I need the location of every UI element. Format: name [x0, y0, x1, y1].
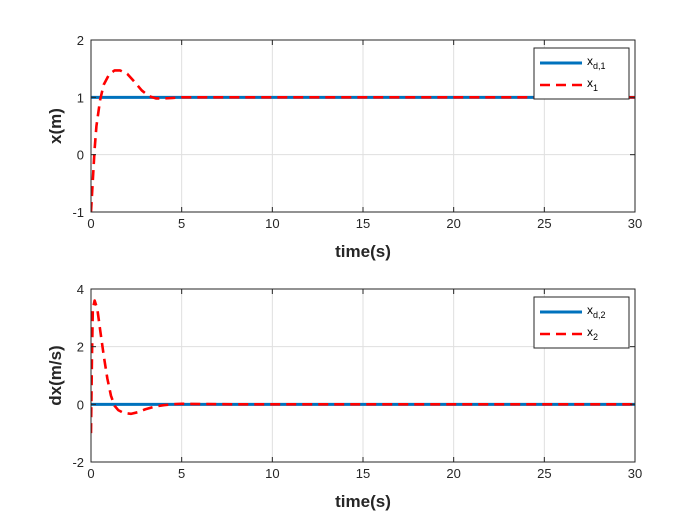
x-axis-label: time(s): [335, 492, 391, 511]
legend-label-base: x: [587, 54, 593, 68]
y-tick-label: 2: [77, 33, 84, 48]
legend-label-subscript: 2: [593, 332, 598, 342]
x-tick-label: 15: [356, 216, 370, 231]
x-tick-label: 5: [178, 466, 185, 481]
x-tick-label: 20: [446, 466, 460, 481]
legend-label-subscript: d,1: [593, 61, 606, 71]
x-tick-label: 30: [628, 216, 642, 231]
legend-label-subscript: 1: [593, 83, 598, 93]
x-tick-label: 10: [265, 216, 279, 231]
y-tick-label: 2: [77, 340, 84, 355]
series-line-x-1: [91, 69, 635, 213]
x-tick-label: 25: [537, 466, 551, 481]
x-tick-label: 0: [87, 466, 94, 481]
y-tick-label: 1: [77, 90, 84, 105]
x-tick-label: 5: [178, 216, 185, 231]
legend-label: x1: [587, 76, 598, 93]
y-axis-label: x(m): [46, 108, 65, 144]
legend-label: x2: [587, 325, 598, 342]
x-tick-label: 30: [628, 466, 642, 481]
legend-label: xd,2: [587, 303, 606, 320]
legend-label-base: x: [587, 325, 593, 339]
legend-label: xd,1: [587, 54, 606, 71]
legend-label-base: x: [587, 303, 593, 317]
y-tick-label: 4: [77, 282, 84, 297]
x-tick-label: 15: [356, 466, 370, 481]
x-tick-label: 20: [446, 216, 460, 231]
y-tick-label: -2: [72, 455, 84, 470]
y-axis-label: dx(m/s): [46, 345, 65, 405]
x-tick-label: 10: [265, 466, 279, 481]
y-tick-label: 0: [77, 148, 84, 163]
legend-label-subscript: d,2: [593, 310, 606, 320]
x-tick-label: 25: [537, 216, 551, 231]
x-axis-label: time(s): [335, 242, 391, 261]
series-line-x-2: [91, 299, 635, 434]
legend-box: [533, 296, 630, 349]
y-tick-label: -1: [72, 205, 84, 220]
legend-label-base: x: [587, 76, 593, 90]
legend-box: [533, 47, 630, 100]
x-tick-label: 0: [87, 216, 94, 231]
y-tick-label: 0: [77, 397, 84, 412]
